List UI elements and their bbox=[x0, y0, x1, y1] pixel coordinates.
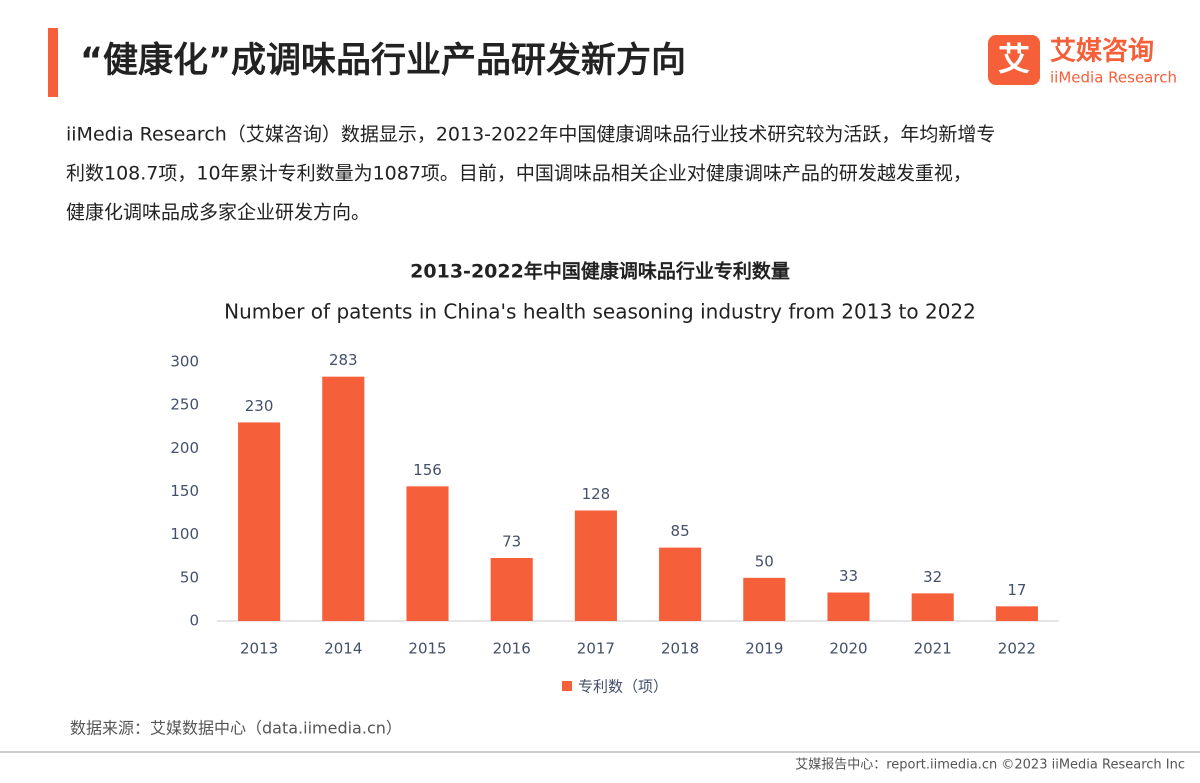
legend-label: 专利数（项） bbox=[578, 678, 668, 696]
x-tick-label: 2020 bbox=[829, 640, 867, 658]
value-label: 156 bbox=[413, 461, 442, 479]
footer: 艾媒报告中心：report.iimedia.cn ©2023 iiMedia R… bbox=[795, 758, 1185, 773]
value-label: 128 bbox=[582, 485, 611, 503]
bar bbox=[406, 486, 449, 621]
y-tick-label: 250 bbox=[170, 396, 199, 414]
y-tick-label: 100 bbox=[170, 525, 199, 543]
paragraph-line: 健康化调味品成多家企业研发方向。 bbox=[66, 202, 370, 224]
bar bbox=[995, 606, 1038, 621]
x-tick-label: 2022 bbox=[998, 640, 1036, 658]
y-tick-label: 150 bbox=[170, 482, 199, 500]
value-label: 33 bbox=[839, 567, 858, 585]
y-tick-label: 300 bbox=[170, 353, 199, 371]
x-tick-label: 2021 bbox=[914, 640, 952, 658]
bar bbox=[490, 557, 533, 621]
chart-subtitle: Number of patents in China's health seas… bbox=[224, 300, 976, 324]
y-tick-label: 200 bbox=[170, 439, 199, 457]
bar bbox=[659, 547, 702, 621]
value-label: 32 bbox=[923, 568, 942, 586]
x-tick-label: 2016 bbox=[493, 640, 531, 658]
value-label: 283 bbox=[329, 351, 358, 369]
legend-swatch bbox=[562, 681, 572, 691]
x-tick-label: 2018 bbox=[661, 640, 699, 658]
y-tick-label: 0 bbox=[189, 612, 199, 630]
page-title: “健康化”成调味品行业产品研发新方向 bbox=[80, 40, 686, 81]
x-tick-label: 2013 bbox=[240, 640, 278, 658]
x-tick-label: 2017 bbox=[577, 640, 615, 658]
value-label: 230 bbox=[245, 397, 274, 415]
bar bbox=[911, 593, 954, 621]
value-label: 50 bbox=[755, 552, 774, 570]
x-tick-label: 2014 bbox=[324, 640, 362, 658]
logo-icon-text: 艾 bbox=[998, 40, 1030, 78]
logo-name: 艾媒咨询 bbox=[1050, 36, 1154, 67]
source: 数据来源：艾媒数据中心（data.iimedia.cn） bbox=[70, 719, 402, 738]
bar bbox=[322, 376, 365, 621]
logo-icon bbox=[988, 35, 1040, 85]
value-label: 73 bbox=[502, 532, 521, 550]
x-tick-label: 2015 bbox=[408, 640, 446, 658]
bar bbox=[827, 592, 870, 621]
value-label: 85 bbox=[671, 522, 690, 540]
title-accent bbox=[48, 28, 58, 97]
x-tick-label: 2019 bbox=[745, 640, 783, 658]
paragraph-line: 利数108.7项，10年累计专利数量为1087项。目前，中国调味品相关企业对健康… bbox=[66, 163, 972, 185]
paragraph-line: iiMedia Research（艾媒咨询）数据显示，2013-2022年中国健… bbox=[66, 124, 995, 146]
value-label: 17 bbox=[1007, 581, 1026, 599]
chart-title: 2013-2022年中国健康调味品行业专利数量 bbox=[410, 260, 790, 283]
y-tick-label: 50 bbox=[180, 568, 199, 586]
bar bbox=[743, 577, 786, 621]
bar bbox=[238, 422, 281, 621]
logo-subname: iiMedia Research bbox=[1050, 69, 1177, 87]
bar bbox=[574, 510, 617, 621]
